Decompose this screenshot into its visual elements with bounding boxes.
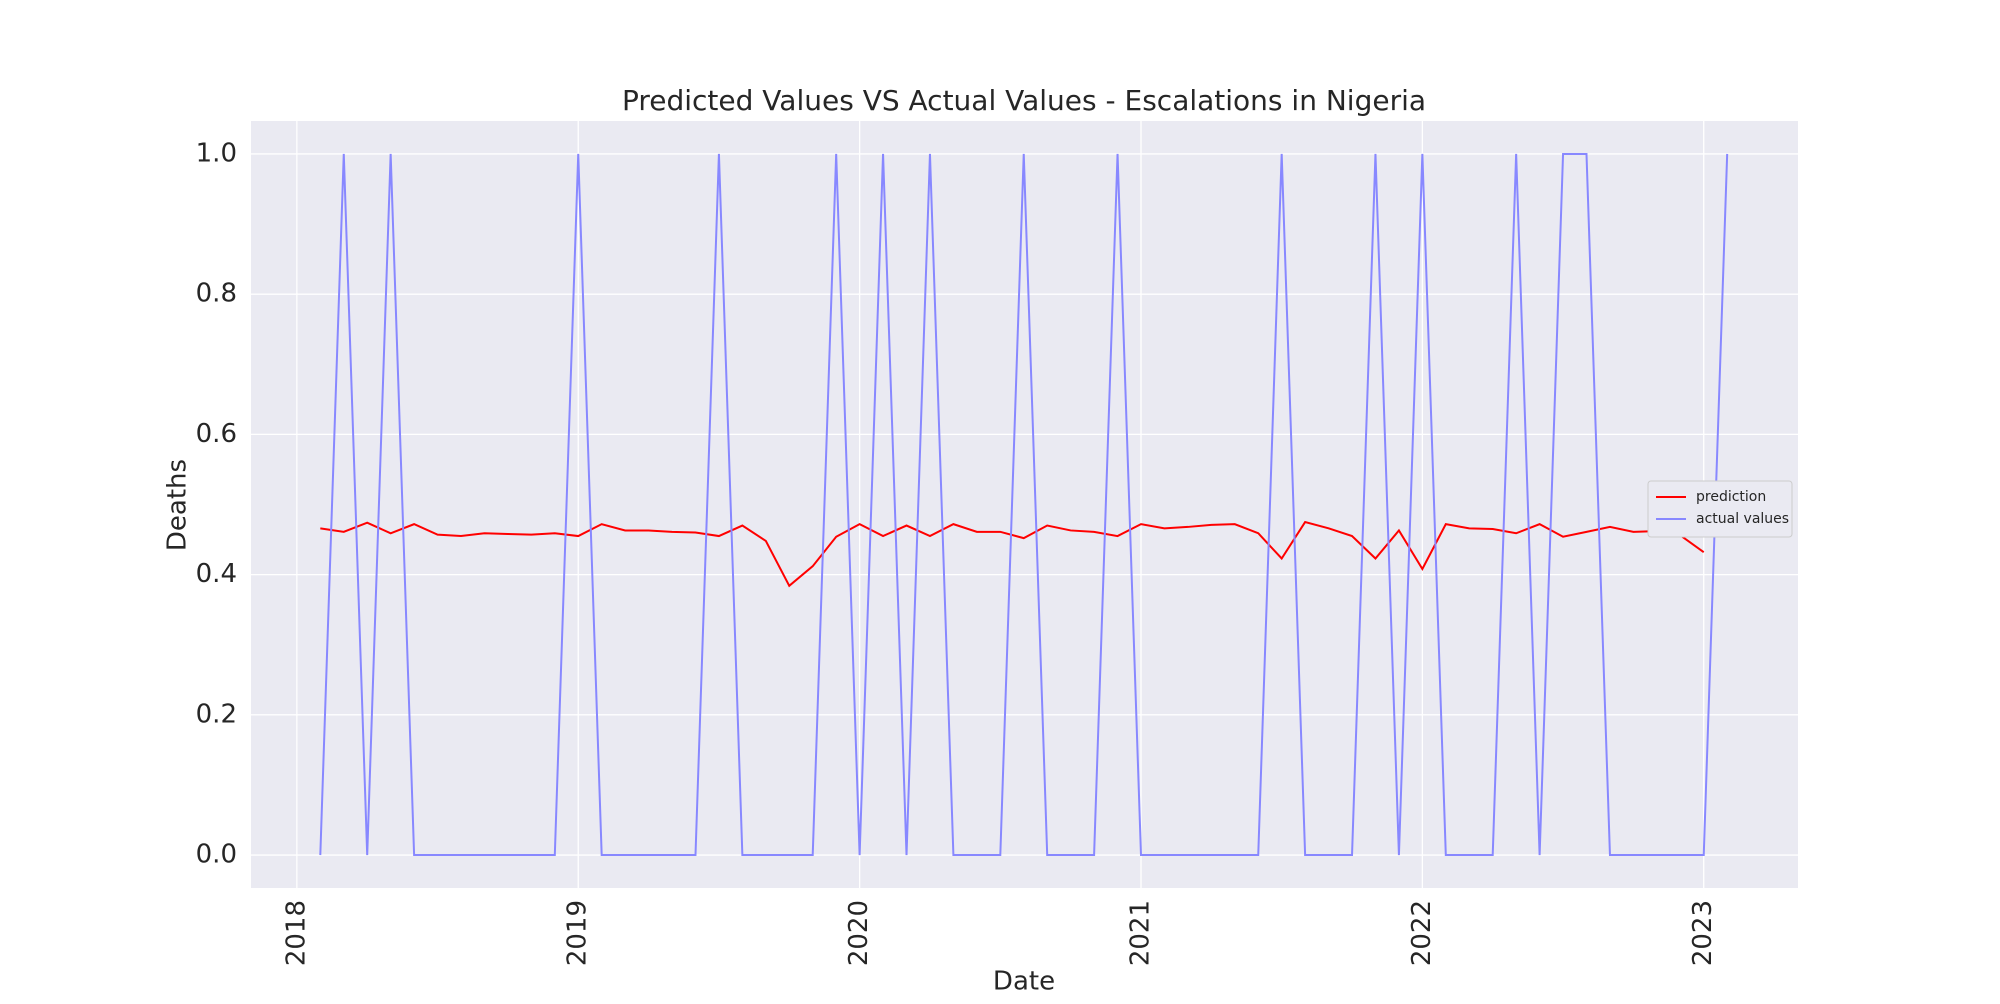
- y-tick-label: 0.6: [196, 419, 237, 449]
- line-series: [319, 152, 1729, 857]
- x-tick-label: 2020: [844, 900, 874, 966]
- plot-area: [251, 121, 1798, 888]
- chart-title: Predicted Values VS Actual Values - Esca…: [622, 84, 1426, 117]
- y-tick-label: 0.8: [196, 279, 237, 309]
- y-tick-label: 1.0: [196, 138, 237, 168]
- legend-label: prediction: [1696, 489, 1766, 505]
- x-tick-label: 2019: [563, 900, 593, 966]
- line-series: [320, 520, 1705, 588]
- y-tick-label: 0.2: [196, 699, 237, 729]
- x-tick-label: 2022: [1407, 900, 1437, 966]
- x-axis-label: Date: [993, 967, 1055, 997]
- x-tick-label: 2018: [281, 900, 311, 966]
- x-tick-label: 2021: [1125, 900, 1155, 966]
- legend: prediction actual values: [1647, 480, 1793, 538]
- y-tick-label: 0.0: [196, 840, 237, 870]
- y-axis-label: Deaths: [163, 459, 193, 551]
- legend-label: actual values: [1696, 511, 1789, 527]
- y-tick-label: 0.4: [196, 559, 237, 589]
- legend-box: [1647, 480, 1793, 538]
- x-tick-label: 2023: [1688, 900, 1718, 966]
